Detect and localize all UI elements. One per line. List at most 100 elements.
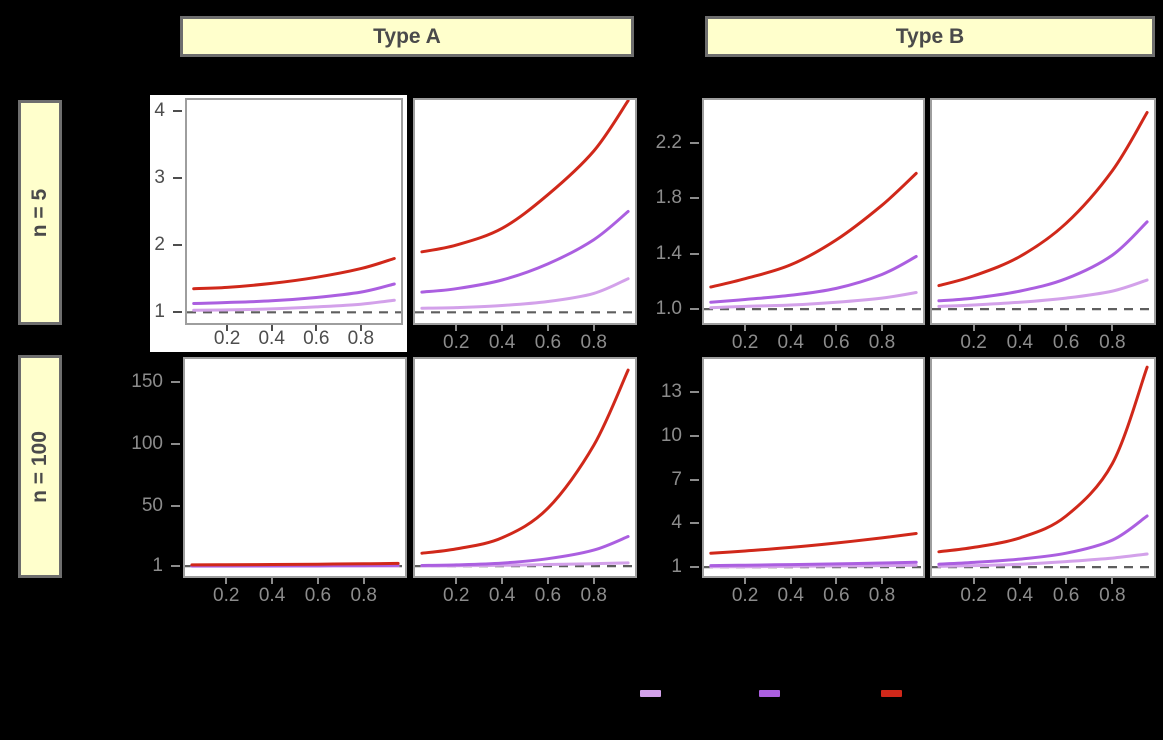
y-axis-tick-label: 13 (660, 380, 682, 402)
axis-tick-mark (690, 566, 699, 569)
axis-tick-mark (1111, 578, 1114, 584)
axis-tick-mark (226, 325, 229, 331)
facet-row-strip-n100: n = 100 (18, 355, 62, 578)
curve-purple (192, 282, 396, 305)
axis-tick-mark (690, 390, 699, 393)
curve-purple (937, 220, 1149, 303)
curve-light-purple (709, 291, 918, 310)
axis-tick-mark (171, 443, 180, 446)
axis-tick-mark (690, 478, 699, 481)
curve-purple (420, 535, 630, 567)
panel-n100-typeB-1 (702, 357, 925, 578)
axis-tick-mark (1111, 325, 1114, 331)
axis-tick-mark (690, 434, 699, 437)
curve-red (190, 561, 400, 567)
axis-tick-mark (271, 578, 274, 584)
facet-row-strip-n5: n = 5 (18, 100, 62, 325)
axis-tick-mark (316, 578, 319, 584)
x-axis-tick-label: 0.2 (960, 585, 987, 606)
axis-tick-mark (501, 325, 504, 331)
axis-tick-mark (744, 325, 747, 331)
x-axis-tick-label: 0.6 (303, 328, 330, 349)
y-axis-tick-label: 3 (154, 166, 165, 188)
y-axis-tick-label: 1 (671, 556, 682, 578)
panel-n5-typeA-2 (413, 98, 637, 325)
axis-tick-mark (546, 578, 549, 584)
plot-area-svg (415, 100, 635, 314)
x-axis-tick-label: 0.6 (534, 332, 562, 353)
x-axis-tick-label: 0.4 (488, 332, 516, 353)
axis-tick-mark (835, 325, 838, 331)
axis-tick-mark (1018, 325, 1021, 331)
curve-purple (420, 210, 630, 294)
x-axis-tick-label: 0.6 (823, 332, 850, 353)
axis-tick-mark (690, 252, 699, 255)
x-axis-tick-label: 0.6 (1052, 585, 1080, 606)
x-axis-tick-label: 0.4 (777, 332, 804, 353)
axis-tick-mark (972, 578, 975, 584)
x-axis-tick-label: 0.4 (1006, 332, 1034, 353)
x-axis-tick-label: 0.8 (350, 585, 377, 606)
x-axis-tick-label: 0.4 (258, 328, 285, 349)
panel-n100-typeA-2 (413, 357, 637, 578)
axis-tick-mark (171, 381, 180, 384)
curve-red (937, 111, 1149, 288)
axis-tick-mark (690, 197, 699, 200)
x-axis-tick-label: 0.2 (731, 332, 759, 353)
axis-tick-mark (171, 504, 180, 507)
y-axis-tick-label: 1.8 (655, 187, 682, 209)
axis-tick-mark (1065, 578, 1068, 584)
axis-tick-mark (880, 325, 883, 331)
curve-red (420, 368, 630, 555)
plot-area-svg (704, 532, 923, 569)
y-axis-tick-label: 1 (152, 555, 163, 577)
plot-area-svg (932, 111, 1154, 311)
axis-tick-mark (455, 578, 458, 584)
axis-tick-mark (972, 325, 975, 331)
axis-tick-mark (362, 578, 365, 584)
x-axis-tick-label: 0.6 (823, 585, 850, 606)
y-axis-tick-label: 100 (131, 433, 163, 455)
facet-column-strip-type-a: Type A (180, 16, 634, 57)
x-axis-tick-label: 0.4 (258, 585, 286, 606)
curve-light-purple (420, 277, 630, 310)
x-axis-tick-label: 0.2 (213, 585, 240, 606)
panel-n5-typeA-1 (185, 98, 403, 325)
plot-area-svg (415, 368, 635, 568)
y-axis-tick-label: 1 (154, 301, 165, 323)
panel-n5-typeB-1 (702, 98, 925, 325)
axis-tick-mark (789, 325, 792, 331)
axis-tick-mark (592, 578, 595, 584)
legend-key-light-purple-line (640, 690, 661, 697)
curve-light-purple (192, 298, 396, 312)
axis-tick-mark (1065, 325, 1068, 331)
x-axis-tick-label: 0.4 (488, 585, 516, 606)
x-axis-tick-label: 0.2 (443, 332, 470, 353)
x-axis-tick-label: 0.8 (868, 585, 896, 606)
axis-tick-mark (501, 578, 504, 584)
axis-tick-mark (690, 522, 699, 525)
x-axis-tick-label: 0.6 (534, 585, 562, 606)
x-axis-tick-label: 0.6 (304, 585, 332, 606)
x-axis-tick-label: 0.8 (1099, 332, 1126, 353)
x-axis-tick-label: 0.2 (731, 585, 759, 606)
x-axis-tick-label: 0.2 (213, 328, 241, 349)
y-axis-tick-label: 1.4 (655, 242, 682, 264)
panel-n100-typeB-2 (930, 357, 1156, 578)
curve-red (420, 100, 630, 254)
curve-red (709, 532, 918, 555)
plot-area-svg (932, 365, 1154, 569)
axis-tick-mark (744, 578, 747, 584)
x-axis-tick-label: 0.8 (868, 332, 896, 353)
x-axis-tick-label: 0.8 (347, 328, 375, 349)
curve-red (937, 365, 1149, 554)
y-axis-tick-label: 7 (671, 468, 682, 490)
y-axis-tick-label: 150 (131, 371, 163, 393)
axis-tick-mark (270, 325, 273, 331)
y-axis-tick-label: 1.0 (655, 298, 682, 320)
plot-area-svg (187, 257, 401, 314)
x-axis-tick-label: 0.4 (1006, 585, 1034, 606)
axis-tick-mark (546, 325, 549, 331)
y-axis-tick-label: 4 (154, 99, 165, 121)
axis-tick-mark (225, 578, 228, 584)
